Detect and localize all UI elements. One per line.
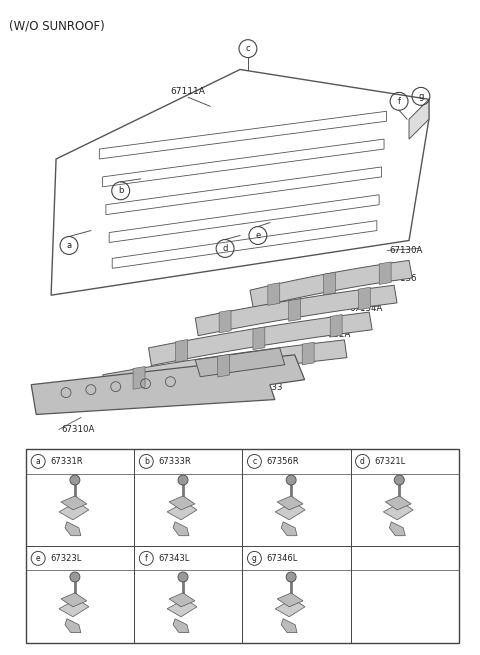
- Text: d: d: [222, 244, 228, 253]
- Text: f: f: [145, 554, 148, 563]
- Polygon shape: [31, 355, 305, 415]
- Polygon shape: [59, 502, 89, 520]
- Polygon shape: [330, 314, 342, 337]
- Polygon shape: [358, 287, 370, 310]
- Text: 67331R: 67331R: [50, 457, 83, 466]
- Polygon shape: [195, 348, 285, 377]
- Polygon shape: [250, 261, 412, 308]
- FancyBboxPatch shape: [26, 449, 459, 643]
- Polygon shape: [409, 100, 429, 139]
- Polygon shape: [169, 496, 195, 510]
- Polygon shape: [324, 272, 336, 295]
- Polygon shape: [61, 496, 87, 510]
- Polygon shape: [384, 502, 413, 520]
- Polygon shape: [288, 299, 300, 322]
- Polygon shape: [173, 619, 189, 633]
- Polygon shape: [61, 593, 87, 607]
- Text: b: b: [144, 457, 149, 466]
- Text: 67346L: 67346L: [266, 554, 298, 563]
- Polygon shape: [277, 593, 303, 607]
- Polygon shape: [148, 312, 372, 365]
- Text: f: f: [397, 97, 401, 106]
- Polygon shape: [277, 496, 303, 510]
- Polygon shape: [176, 339, 188, 362]
- Polygon shape: [167, 599, 197, 617]
- Polygon shape: [167, 502, 197, 520]
- Circle shape: [394, 475, 404, 485]
- Text: c: c: [252, 457, 256, 466]
- Text: e: e: [36, 554, 40, 563]
- Polygon shape: [281, 522, 297, 536]
- Text: 67333R: 67333R: [158, 457, 191, 466]
- Text: 67321L: 67321L: [374, 457, 406, 466]
- Polygon shape: [219, 310, 231, 333]
- Text: 67133: 67133: [255, 383, 282, 392]
- Polygon shape: [379, 262, 391, 284]
- Text: g: g: [418, 92, 424, 101]
- Text: 67132A: 67132A: [318, 331, 351, 339]
- Text: (W/O SUNROOF): (W/O SUNROOF): [9, 20, 105, 33]
- Text: 67343L: 67343L: [158, 554, 190, 563]
- Polygon shape: [389, 522, 405, 536]
- Polygon shape: [385, 496, 411, 510]
- Text: a: a: [36, 457, 40, 466]
- Polygon shape: [169, 593, 195, 607]
- Text: e: e: [255, 231, 261, 240]
- Text: 67134A: 67134A: [349, 304, 383, 312]
- Text: 67310A: 67310A: [61, 425, 95, 434]
- Text: 67130A: 67130A: [389, 246, 422, 255]
- Polygon shape: [268, 283, 280, 305]
- Text: a: a: [66, 241, 72, 250]
- Text: g: g: [252, 554, 257, 563]
- Polygon shape: [302, 342, 314, 365]
- Polygon shape: [217, 354, 229, 377]
- Circle shape: [178, 572, 188, 582]
- Polygon shape: [253, 327, 265, 350]
- Text: c: c: [246, 44, 250, 53]
- Polygon shape: [275, 599, 305, 617]
- Polygon shape: [195, 285, 397, 336]
- Polygon shape: [65, 522, 81, 536]
- Text: d: d: [360, 457, 365, 466]
- Polygon shape: [65, 619, 81, 633]
- Circle shape: [178, 475, 188, 485]
- Text: 67136: 67136: [389, 274, 417, 283]
- Circle shape: [70, 572, 80, 582]
- Text: b: b: [118, 186, 123, 195]
- Polygon shape: [281, 619, 297, 633]
- Polygon shape: [133, 367, 145, 389]
- Polygon shape: [275, 502, 305, 520]
- Text: 67111A: 67111A: [171, 87, 206, 96]
- Circle shape: [70, 475, 80, 485]
- Circle shape: [286, 475, 296, 485]
- Text: 67323L: 67323L: [50, 554, 82, 563]
- Circle shape: [286, 572, 296, 582]
- Polygon shape: [173, 522, 189, 536]
- Polygon shape: [103, 340, 347, 392]
- Text: 67356R: 67356R: [266, 457, 299, 466]
- Polygon shape: [59, 599, 89, 617]
